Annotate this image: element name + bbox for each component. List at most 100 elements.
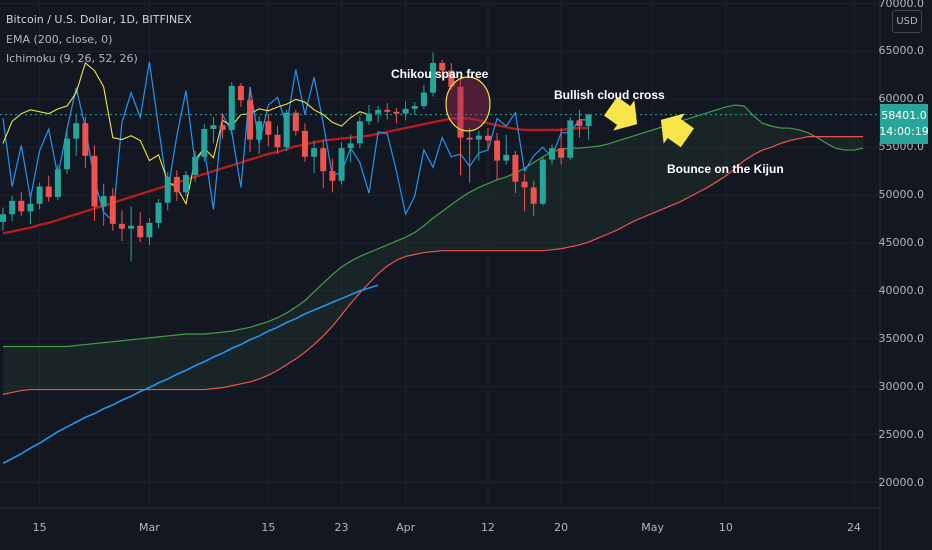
candle-body <box>9 200 16 215</box>
candle[interactable] <box>356 116 363 149</box>
candle[interactable] <box>274 126 281 154</box>
candle[interactable] <box>448 62 455 90</box>
candle[interactable] <box>54 164 61 200</box>
arrow-kijun-bounce <box>660 113 694 148</box>
annotation-bullish-cloud-cross: Bullish cloud cross <box>554 88 665 102</box>
candle[interactable] <box>558 128 565 165</box>
candle-body <box>82 123 89 156</box>
candle-body <box>137 225 144 238</box>
candle[interactable] <box>494 132 501 181</box>
candle[interactable] <box>457 79 464 175</box>
candle[interactable] <box>466 128 473 183</box>
candle[interactable] <box>521 174 528 212</box>
candle-body <box>503 154 510 161</box>
candle[interactable] <box>420 84 427 109</box>
candle[interactable] <box>576 109 583 138</box>
ichimoku-cloud <box>2 104 864 395</box>
x-tick-label: 23 <box>334 521 349 534</box>
candle[interactable] <box>567 117 574 160</box>
candle[interactable] <box>164 172 171 211</box>
candle-body <box>201 128 208 157</box>
currency-selector[interactable]: USD <box>892 10 922 33</box>
candle[interactable] <box>292 109 299 136</box>
candle[interactable] <box>384 103 391 120</box>
candles[interactable] <box>0 52 592 262</box>
candle[interactable] <box>283 109 290 152</box>
candle[interactable] <box>347 134 354 163</box>
candle[interactable] <box>484 128 491 150</box>
candle[interactable] <box>118 210 125 242</box>
candle[interactable] <box>9 196 16 221</box>
candle-body <box>91 155 98 207</box>
candle[interactable] <box>530 180 537 217</box>
candle[interactable] <box>475 130 482 161</box>
ichimoku-legend[interactable]: Ichimoku (9, 26, 52, 26) <box>6 52 138 65</box>
candle[interactable] <box>201 124 208 162</box>
candle[interactable] <box>539 156 546 206</box>
candle[interactable] <box>265 113 272 147</box>
candle-body <box>576 120 583 127</box>
candle[interactable] <box>219 113 226 139</box>
candle[interactable] <box>128 206 135 262</box>
candle[interactable] <box>64 129 71 175</box>
ema-legend[interactable]: EMA (200, close, 0) <box>6 33 113 46</box>
candle[interactable] <box>338 142 345 185</box>
candle-body <box>173 176 180 193</box>
candle[interactable] <box>0 207 6 231</box>
candle[interactable] <box>210 117 217 144</box>
candle-body <box>45 186 52 198</box>
candle[interactable] <box>503 134 510 165</box>
y-tick-label: 50000.0 <box>878 188 925 202</box>
candle[interactable] <box>45 175 52 202</box>
x-tick-label: 15 <box>261 521 276 534</box>
candle[interactable] <box>439 60 446 79</box>
candle-body <box>384 109 391 112</box>
candle[interactable] <box>36 182 43 210</box>
candle[interactable] <box>109 188 116 231</box>
candle[interactable] <box>173 170 180 201</box>
candle[interactable] <box>549 144 555 165</box>
candle-body <box>366 113 372 122</box>
candle-body <box>301 130 308 157</box>
candle[interactable] <box>155 198 162 229</box>
candle[interactable] <box>146 218 153 245</box>
candle[interactable] <box>512 151 519 194</box>
candle[interactable] <box>183 171 189 197</box>
x-tick-label: 24 <box>846 521 861 534</box>
candle[interactable] <box>192 151 199 182</box>
candle[interactable] <box>18 192 25 217</box>
annotation-chikou-free: Chikou span free <box>391 67 489 81</box>
cloud-fill <box>3 105 864 395</box>
candle-body <box>73 123 80 139</box>
y-tick-label: 45000.0 <box>878 236 925 249</box>
candle[interactable] <box>375 106 382 123</box>
last-price-tag: 58401.0 14:00:19 <box>879 104 929 144</box>
candle[interactable] <box>91 145 98 221</box>
candle[interactable] <box>137 212 144 243</box>
indicator-lines <box>2 61 589 465</box>
candle[interactable] <box>237 83 244 107</box>
candle[interactable] <box>430 52 437 97</box>
candle[interactable] <box>366 105 372 126</box>
candle[interactable] <box>228 82 235 135</box>
candle-body <box>375 109 382 114</box>
candle[interactable] <box>100 183 107 226</box>
candle[interactable] <box>256 116 263 154</box>
candle[interactable] <box>27 197 34 224</box>
candle[interactable] <box>311 140 318 174</box>
last-price-value: 58401.0 <box>881 109 927 122</box>
candle[interactable] <box>585 113 592 140</box>
candle[interactable] <box>329 158 336 193</box>
y-tick-label: 65000.0 <box>878 44 925 58</box>
candle[interactable] <box>411 102 418 115</box>
candle[interactable] <box>301 123 308 162</box>
candle[interactable] <box>82 116 89 169</box>
candle[interactable] <box>393 107 400 124</box>
candle[interactable] <box>73 114 80 156</box>
candle[interactable] <box>320 139 327 189</box>
candle[interactable] <box>402 101 409 121</box>
candle[interactable] <box>247 89 254 152</box>
candle-body <box>183 174 189 193</box>
candle-body <box>347 143 354 149</box>
